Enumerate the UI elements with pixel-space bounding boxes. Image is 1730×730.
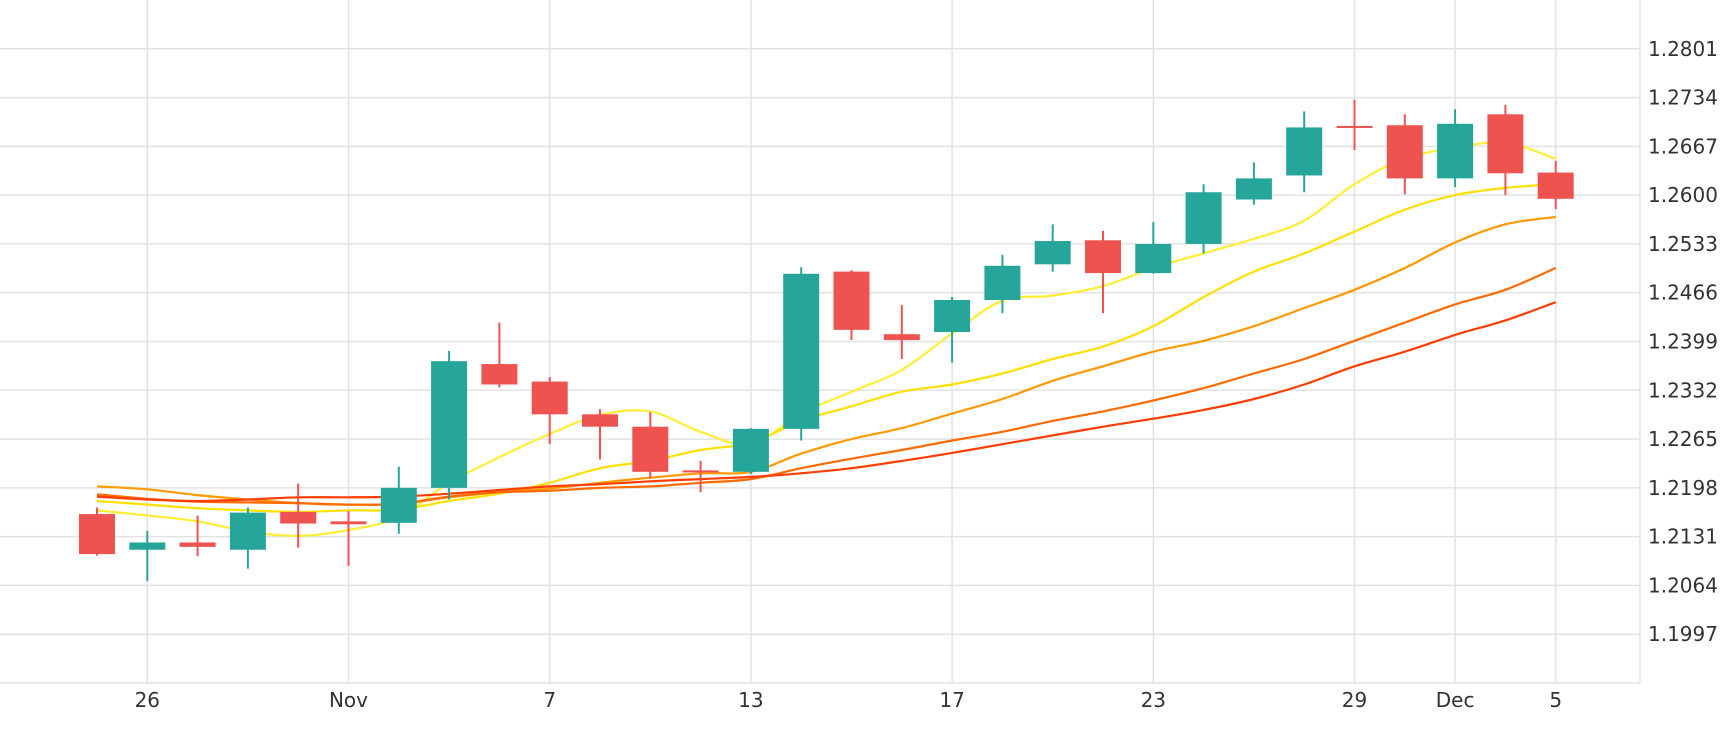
candle[interactable] [229, 507, 266, 569]
x-tick-label: 26 [135, 688, 160, 712]
candle[interactable] [783, 267, 820, 441]
candle-body-down [1537, 172, 1574, 199]
candle[interactable] [582, 409, 618, 460]
axes: 1.1997 1.2064 1.2131 1.2198 1.2265 1.2332 1.23… [0, 0, 1718, 712]
candle-body-down [1386, 125, 1423, 179]
candle[interactable] [883, 305, 920, 359]
candle[interactable] [1487, 104, 1524, 196]
candle[interactable] [1537, 160, 1574, 209]
y-tick-label: 1.2265 [1648, 427, 1718, 451]
candle[interactable] [330, 511, 367, 566]
y-tick-label: 1.2064 [1648, 573, 1718, 597]
y-tick-label: 1.2734 [1648, 86, 1718, 110]
candle[interactable] [1185, 184, 1222, 254]
candle[interactable] [179, 515, 216, 557]
x-tick-label: 5 [1549, 688, 1562, 712]
candle[interactable] [280, 483, 317, 548]
candle-body-down [1085, 240, 1121, 274]
candle-body-up [1135, 243, 1172, 274]
y-tick-label: 1.1997 [1648, 622, 1718, 646]
y-tick-label: 1.2600 [1648, 183, 1718, 207]
moving-average-line-3 [96, 215, 1556, 506]
candle[interactable] [1235, 162, 1272, 205]
candle-body-down [1487, 114, 1524, 174]
grid [0, 0, 1640, 683]
candle-body-up [1034, 241, 1071, 265]
y-tick-label: 1.2533 [1648, 232, 1718, 256]
candle[interactable] [431, 350, 468, 500]
y-tick-label: 1.2332 [1648, 378, 1718, 402]
candle-body-up [1235, 178, 1272, 200]
candle[interactable] [1386, 114, 1423, 195]
candle-body-up [1286, 127, 1323, 176]
candle[interactable] [934, 297, 971, 363]
candle-body-up [129, 542, 166, 550]
candle-body-down [632, 426, 669, 472]
x-tick-label: Dec [1436, 688, 1475, 712]
candle[interactable] [1135, 222, 1172, 274]
candle-body-up [1437, 123, 1474, 179]
x-tick-label: 23 [1141, 688, 1166, 712]
candle[interactable] [682, 460, 719, 493]
candles [79, 99, 1574, 582]
x-tick-label: 17 [939, 688, 964, 712]
moving-average-line-1 [96, 141, 1557, 538]
candle-body-down [179, 542, 216, 547]
candle-body-up [229, 512, 266, 550]
candle-body-down [481, 364, 518, 385]
y-tick-label: 1.2198 [1648, 476, 1718, 500]
candle-body-down [682, 470, 719, 473]
candle-body-down [280, 511, 317, 524]
candle-body-up [783, 273, 820, 429]
candle-body-up [380, 487, 417, 523]
candle-body-down [79, 514, 115, 555]
candle-body-down [330, 521, 367, 525]
candle-body-down [883, 334, 920, 341]
x-tick-label: 13 [738, 688, 763, 712]
candle-body-down [582, 414, 618, 427]
y-tick-label: 1.2131 [1648, 525, 1718, 549]
candle[interactable] [531, 377, 568, 445]
candle[interactable] [481, 322, 518, 388]
y-tick-label: 1.2667 [1648, 134, 1718, 158]
candle[interactable] [984, 254, 1021, 314]
candle[interactable] [1034, 224, 1071, 272]
moving-average-line-2 [96, 183, 1556, 514]
candle[interactable] [833, 270, 870, 341]
candle-body-down [531, 381, 568, 415]
candle-body-up [984, 265, 1021, 300]
moving-average-line-5 [96, 301, 1557, 503]
moving-average-lines [96, 141, 1557, 538]
candle-body-up [732, 428, 769, 472]
y-tick-label: 1.2399 [1648, 330, 1718, 354]
moving-average-line-4 [96, 266, 1557, 506]
candle[interactable] [1437, 109, 1474, 188]
x-tick-label: 7 [543, 688, 556, 712]
candle-body-up [934, 299, 971, 333]
candle[interactable] [1085, 230, 1121, 314]
candle-body-up [431, 361, 468, 488]
y-tick-label: 1.2801 [1648, 37, 1718, 61]
x-tick-label: Nov [329, 688, 368, 712]
candle-body-down [1336, 125, 1373, 128]
candle-body-down [833, 271, 870, 330]
candle[interactable] [632, 412, 669, 479]
candle[interactable] [732, 428, 769, 475]
candle[interactable] [1336, 99, 1373, 150]
y-tick-label: 1.2466 [1648, 281, 1718, 305]
candle[interactable] [380, 466, 417, 534]
candle[interactable] [1286, 111, 1323, 193]
candle-body-up [1185, 192, 1222, 244]
candle[interactable] [79, 507, 115, 556]
x-tick-label: 29 [1342, 688, 1367, 712]
candle[interactable] [129, 530, 166, 582]
